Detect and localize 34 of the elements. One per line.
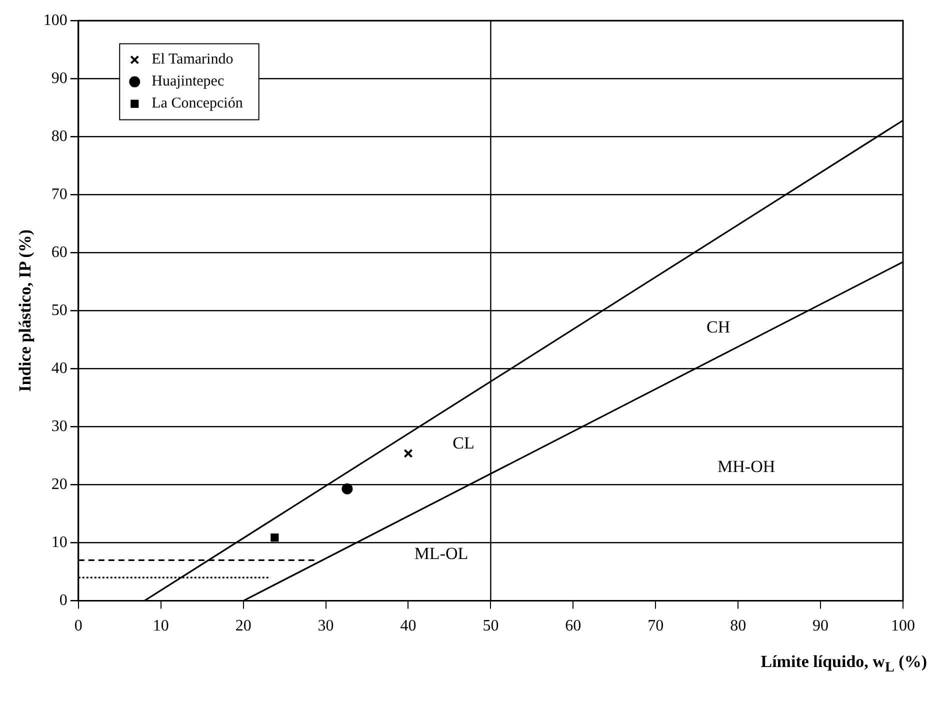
legend-label: La Concepción xyxy=(152,96,244,112)
x-tick-label: 70 xyxy=(648,618,664,635)
y-tick-label: 0 xyxy=(59,592,68,610)
x-tick-label: 40 xyxy=(400,618,416,635)
x-tick-label: 10 xyxy=(152,618,169,635)
x-tick-label: 60 xyxy=(565,618,582,635)
x-tick-label: 100 xyxy=(891,618,915,635)
point xyxy=(342,483,353,494)
y-tick-label: 50 xyxy=(51,302,68,319)
y-tick-label: 60 xyxy=(51,244,68,261)
y-tick-label: 70 xyxy=(51,186,68,203)
point xyxy=(404,448,413,458)
y-tick-label: 80 xyxy=(51,128,68,145)
y-axis-title: Indice plástico, IP (%) xyxy=(16,229,35,392)
annotation: ML-OL xyxy=(414,544,468,563)
annotation: MH-OH xyxy=(718,456,776,476)
y-tick-label: 40 xyxy=(51,360,68,377)
y-tick-label: 10 xyxy=(51,534,68,551)
y-tick-label: 90 xyxy=(51,70,68,87)
legend-label: Huajintepec xyxy=(152,74,224,90)
legend-label: El Tamarindo xyxy=(152,52,234,68)
annotation: CH xyxy=(706,318,730,337)
x-tick-label: 20 xyxy=(235,618,252,635)
annotation: CL xyxy=(452,434,474,453)
x-tick-label: 80 xyxy=(730,618,746,635)
y-tick-label: 30 xyxy=(51,418,68,435)
x-axis-title: Límite líquido, w$_{L}$ (%) xyxy=(760,652,928,676)
point xyxy=(270,534,279,542)
x-tick-label: 30 xyxy=(318,618,334,635)
x-tick-label: 50 xyxy=(482,618,499,635)
y-tick-label: 20 xyxy=(51,476,68,493)
x-tick-label: 0 xyxy=(74,618,82,635)
x-tick-label: 90 xyxy=(812,618,829,635)
y-tick-label: 100 xyxy=(43,12,68,29)
